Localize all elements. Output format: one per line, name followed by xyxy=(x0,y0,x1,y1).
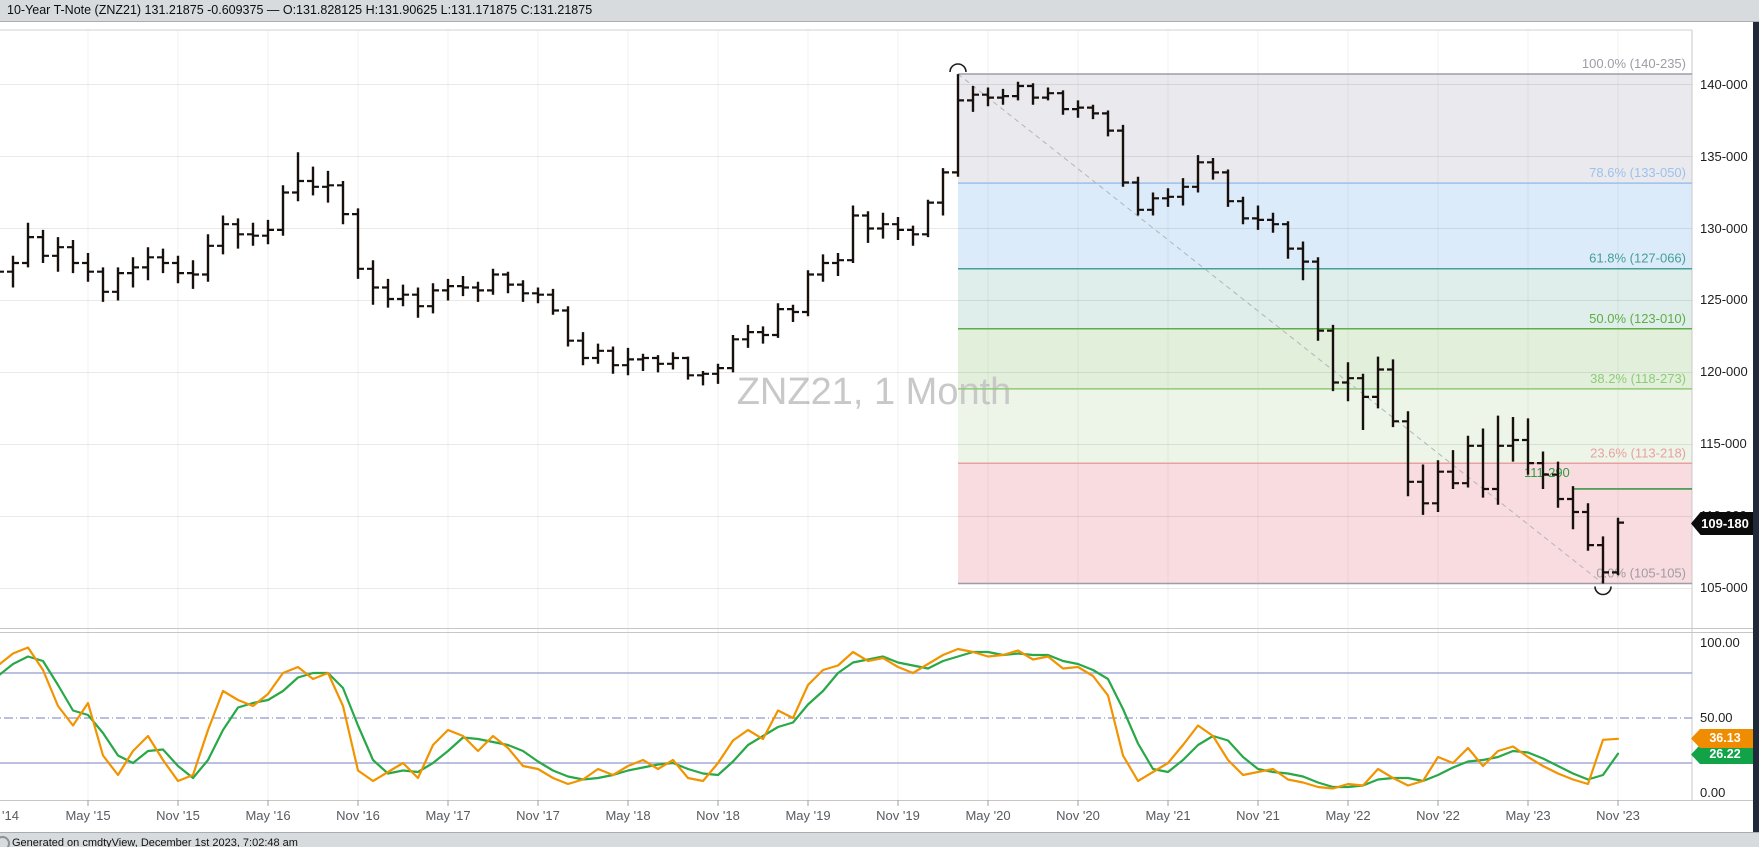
watermark: ZNZ21, 1 Month xyxy=(737,371,1012,413)
title-bar: 10-Year T-Note (ZNZ21) 131.21875 -0.6093… xyxy=(0,0,1759,22)
x-axis-label: May '19 xyxy=(785,808,831,823)
x-axis-label: May '17 xyxy=(425,808,471,823)
x-axis-label: Nov '20 xyxy=(1056,808,1100,823)
price-axis-label: 135-000 xyxy=(1700,149,1748,164)
x-axis-label: Nov '15 xyxy=(156,808,200,823)
x-axis-label: Nov '17 xyxy=(516,808,560,823)
x-axis-label: May '23 xyxy=(1505,808,1551,823)
price-axis-label: 120-000 xyxy=(1700,364,1748,379)
x-axis-label: Nov '19 xyxy=(876,808,920,823)
stochastic-k-badge: 36.13 xyxy=(1691,729,1755,748)
x-axis-label: Nov '22 xyxy=(1416,808,1460,823)
price-axis-label: 105-000 xyxy=(1700,580,1748,595)
x-axis-label: Nov '18 xyxy=(696,808,740,823)
x-axis-label: Nov '23 xyxy=(1596,808,1640,823)
x-axis-label: Nov '16 xyxy=(336,808,380,823)
x-axis-label: '14 xyxy=(2,808,19,823)
price-axis-label: 115-000 xyxy=(1700,436,1747,451)
x-axis-label: May '16 xyxy=(245,808,291,823)
fib-trendline xyxy=(957,73,1604,584)
right-edge-scrollbar[interactable] xyxy=(1753,22,1759,832)
x-axis-label: May '20 xyxy=(965,808,1011,823)
x-axis-label: May '18 xyxy=(605,808,651,823)
x-axis-label: Nov '21 xyxy=(1236,808,1280,823)
fib-bands xyxy=(958,74,1692,584)
stochastic-scale-label: 50.00 xyxy=(1700,710,1733,725)
last-price-badge: 109-180 xyxy=(1691,512,1755,535)
fib-level-label: 23.6% (113-218) xyxy=(1590,445,1686,460)
price-line-label: 111-290 xyxy=(1524,465,1570,480)
time-axis[interactable]: '14 May '15 Nov '15 May '16 Nov '16 May '17 No… xyxy=(0,804,1759,830)
fib-level-label: 78.6% (133-050) xyxy=(1589,165,1686,180)
instrument-title: 10-Year T-Note (ZNZ21) 131.21875 -0.6093… xyxy=(7,3,593,17)
panel-separators xyxy=(0,628,1753,801)
fib-level-label: 61.8% (127-066) xyxy=(1589,251,1686,266)
x-tick-marks xyxy=(87,800,1619,806)
cmdtyview-logo-mark xyxy=(0,836,10,847)
x-axis-label: May '21 xyxy=(1145,808,1191,823)
price-axis-label: 125-000 xyxy=(1700,292,1748,307)
stochastic-d-line xyxy=(0,650,1620,789)
stochastic-k-line xyxy=(0,646,1620,790)
footer-bar: Generated on cmdtyView, December 1st 202… xyxy=(0,832,1759,847)
fib-level-label: 38.2% (118-273) xyxy=(1590,371,1686,386)
fib-level-label: 100.0% (140-235) xyxy=(1582,56,1686,71)
fib-anchor-high-handle[interactable] xyxy=(949,63,967,73)
stochastic-scale-label: 0.00 xyxy=(1700,785,1726,800)
price-axis-label: 130-000 xyxy=(1700,221,1748,236)
x-axis-label: May '15 xyxy=(65,808,111,823)
fib-level-label: 0.0% (105-105) xyxy=(1596,566,1686,581)
gridlines xyxy=(0,29,1693,800)
fibonacci-retracement[interactable]: 100.0% (140-235) 78.6% (133-050) 61.8% (12… xyxy=(958,56,1692,585)
price-axis[interactable]: 140-000 135-000 130-000 125-000 120-000 115-0… xyxy=(1698,0,1753,832)
fib-anchor-low-handle[interactable] xyxy=(1594,586,1612,596)
x-axis-label: May '22 xyxy=(1325,808,1371,823)
price-axis-label: 140-000 xyxy=(1700,77,1748,92)
generated-timestamp: Generated on cmdtyView, December 1st 202… xyxy=(12,837,298,847)
fib-level-label: 50.0% (123-010) xyxy=(1589,311,1686,326)
stochastic-scale-label: 100.00 xyxy=(1700,635,1740,650)
stochastic-d-badge: 26.22 xyxy=(1691,745,1755,764)
ohlc-open-close-ticks xyxy=(0,84,1624,574)
